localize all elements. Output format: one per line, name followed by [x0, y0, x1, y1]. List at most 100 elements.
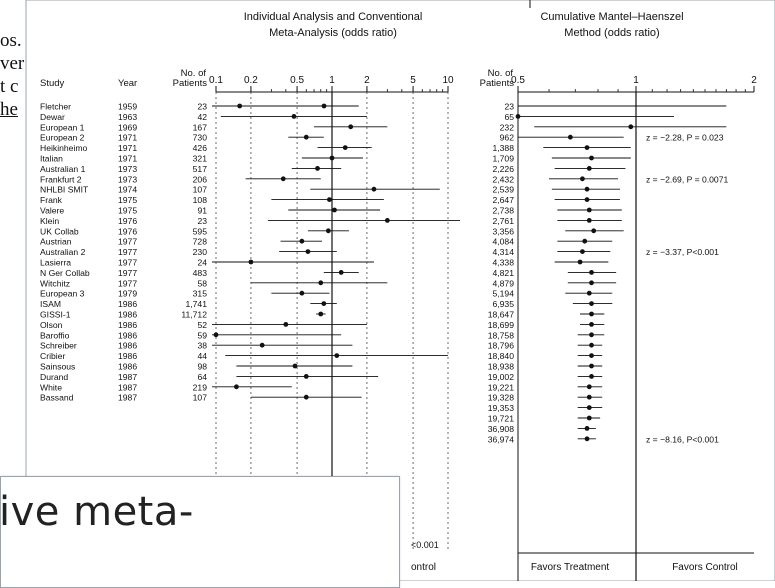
study-name: Cribier — [40, 351, 65, 361]
cumulative-point — [584, 145, 590, 151]
background-text-line: he — [0, 99, 18, 120]
left-title-line2: Meta-Analysis (odds ratio) — [269, 27, 397, 39]
study-name: GISSI-1 — [40, 310, 71, 320]
study-name: Dewar — [40, 112, 65, 122]
cumulative-point — [577, 259, 583, 265]
study-name: Schreiber — [40, 341, 77, 351]
study-point — [248, 259, 254, 265]
cumulative-patients: 36,974 — [488, 434, 515, 444]
study-point — [299, 238, 305, 244]
z-statistic-annotation: z = −2.69, P = 0.0071 — [646, 174, 728, 184]
study-patients: 426 — [193, 143, 208, 153]
cumulative-point — [589, 342, 594, 348]
study-name: Frankfurt 2 — [40, 174, 82, 184]
study-patients: 728 — [193, 237, 208, 247]
study-point — [234, 384, 239, 390]
study-point — [213, 332, 219, 338]
cumulative-point — [580, 249, 585, 255]
study-patients: 730 — [193, 133, 208, 143]
study-year: 1963 — [118, 112, 137, 122]
background-page-text: os. ver t c he — [0, 0, 120, 170]
study-year: 1979 — [118, 289, 137, 299]
study-year: 1986 — [118, 341, 137, 351]
background-text-line: t c — [0, 76, 19, 97]
left-tick-label: 0.2 — [244, 75, 258, 86]
study-name: White — [40, 382, 62, 392]
cumulative-point — [589, 155, 594, 161]
cumulative-patients: 4,338 — [492, 258, 514, 268]
study-year: 1977 — [118, 247, 137, 257]
cumulative-patients: 1,709 — [492, 154, 514, 164]
study-year: 1971 — [118, 154, 137, 164]
col-header-year: Year — [118, 78, 137, 89]
cumulative-patients: 962 — [500, 133, 515, 143]
left-tick-label: 0.5 — [290, 75, 304, 86]
study-name: Fletcher — [40, 102, 71, 112]
right-title-line1: Cumulative Mantel–Haenszel — [540, 11, 683, 23]
study-name: European 3 — [40, 289, 85, 299]
study-name: European 1 — [40, 122, 85, 132]
slide-text-box: ive meta- — [0, 476, 400, 588]
z-statistic-annotation: z = −2.28, P = 0.023 — [646, 133, 724, 143]
study-year: 1977 — [118, 268, 137, 278]
cumulative-patients: 4,314 — [492, 247, 514, 257]
cumulative-point — [586, 384, 592, 390]
cumulative-point — [586, 405, 592, 410]
cumulative-point — [589, 363, 594, 369]
study-name: UK Collab — [40, 226, 79, 236]
cumulative-patients: 3,356 — [492, 226, 514, 236]
study-point — [291, 114, 297, 119]
study-name: Italian — [40, 154, 63, 164]
study-year: 1971 — [118, 143, 137, 153]
cumulative-patients: 4,821 — [492, 268, 514, 278]
study-year: 1986 — [118, 351, 137, 361]
col-header-study: Study — [40, 78, 65, 89]
study-patients: 11,712 — [181, 310, 207, 320]
study-year: 1974 — [118, 185, 137, 195]
study-point — [318, 311, 324, 317]
right-tick-label: 0.5 — [511, 75, 525, 86]
study-point — [348, 124, 354, 130]
study-year: 1986 — [118, 330, 137, 340]
favors-treatment-label: Favors Treatment — [531, 562, 610, 573]
study-point — [332, 207, 337, 213]
cumulative-point — [586, 415, 592, 421]
cumulative-point — [586, 207, 592, 213]
right-cumulative-plot: 0.5 1 2 z = −2.28, P = 0.023 z = −2.69, P = … — [321, 75, 757, 581]
study-point — [303, 134, 309, 140]
cumulative-patients: 4,084 — [492, 237, 514, 247]
right-tick-label: 1 — [633, 75, 639, 86]
study-patients: 58 — [197, 278, 207, 288]
study-patients: 230 — [193, 247, 208, 257]
left-tick-label: 0.1 — [209, 75, 223, 86]
study-patients: 206 — [193, 174, 208, 184]
cumulative-point — [591, 228, 597, 234]
cumulative-point — [580, 176, 585, 182]
cumulative-patients: 1,388 — [492, 143, 514, 153]
study-rows: Fletcher 1959 23 23 Dewar 1963 42 65 European 1 1… — [40, 102, 514, 445]
study-year: 1969 — [118, 122, 137, 132]
study-patients: 219 — [193, 382, 208, 392]
study-patients: 38 — [197, 341, 207, 351]
study-name: Durand — [40, 372, 68, 382]
study-point — [325, 228, 331, 234]
study-patients: 1,741 — [185, 299, 207, 309]
study-name: Bassand — [40, 393, 74, 403]
study-point — [299, 290, 305, 296]
z-statistic-annotation: z = −3.37, P<0.001 — [646, 247, 719, 257]
study-point — [321, 301, 327, 306]
study-name: Valere — [40, 206, 64, 216]
study-name: N Ger Collab — [40, 268, 90, 278]
study-point — [259, 342, 265, 348]
study-name: ISAM — [40, 299, 61, 309]
study-year: 1987 — [118, 372, 137, 382]
study-patients: 23 — [197, 102, 207, 112]
study-point — [327, 197, 332, 203]
study-patients: 321 — [193, 154, 208, 164]
study-year: 1959 — [118, 102, 137, 112]
cumulative-patients: 19,353 — [488, 403, 515, 413]
cumulative-patients: 6,935 — [492, 299, 514, 309]
study-year: 1986 — [118, 299, 137, 309]
cumulative-patients: 19,221 — [488, 382, 515, 392]
left-forest-plot: 0.1 0.2 0.5 1 2 5 10 — [209, 75, 460, 581]
